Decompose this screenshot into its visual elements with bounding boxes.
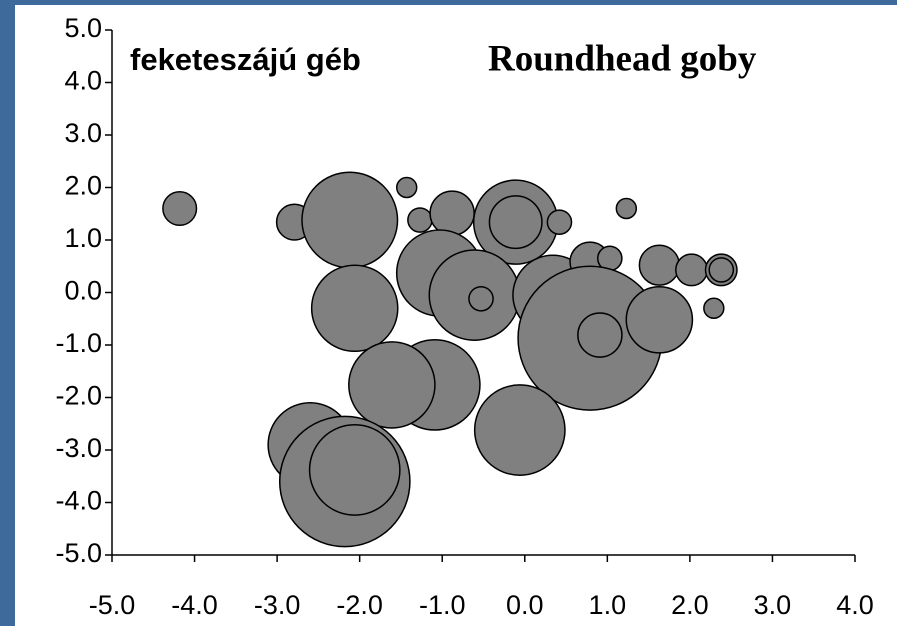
- y-tick-label: 5.0: [64, 13, 102, 43]
- chart-subtitle: Roundhead goby: [488, 38, 757, 79]
- bubble: [162, 190, 198, 227]
- chart-title: feketeszájú géb: [130, 42, 361, 77]
- bubble: [395, 176, 418, 199]
- x-tick-label: -1.0: [419, 590, 466, 620]
- bubble: [625, 285, 694, 354]
- bubble: [577, 312, 623, 358]
- y-tick-label: 0.0: [64, 276, 102, 306]
- x-tick-label: 1.0: [589, 590, 627, 620]
- bubble: [468, 285, 494, 312]
- x-tick-label: -4.0: [171, 590, 218, 620]
- bubble: [301, 171, 399, 269]
- bubble: [310, 264, 399, 353]
- y-tick-label: 3.0: [64, 118, 102, 148]
- x-tick-label: -5.0: [89, 590, 136, 620]
- bubble: [308, 424, 401, 516]
- x-tick-label: 4.0: [836, 590, 874, 620]
- bubble: [348, 341, 436, 429]
- x-tick-label: 0.0: [506, 590, 544, 620]
- y-tick-label: 2.0: [64, 171, 102, 201]
- x-tick-label: 2.0: [671, 590, 709, 620]
- bubble: [488, 195, 543, 250]
- y-tick-label: 4.0: [64, 66, 102, 96]
- y-tick-label: -2.0: [55, 381, 102, 411]
- bubble: [473, 384, 566, 476]
- y-tick-label: -4.0: [55, 486, 102, 516]
- x-tick-label: -2.0: [336, 590, 383, 620]
- bubble: [615, 197, 638, 220]
- y-tick-label: -3.0: [55, 433, 102, 463]
- bubble: [675, 253, 709, 287]
- bubble: [703, 297, 725, 319]
- bubble: [429, 190, 475, 237]
- bubble: [407, 207, 433, 233]
- y-tick-label: 1.0: [64, 223, 102, 253]
- bubble: [708, 257, 735, 283]
- y-tick-label: -1.0: [55, 328, 102, 358]
- bubble: [546, 209, 573, 235]
- x-tick-label: 3.0: [754, 590, 792, 620]
- bubble: [638, 244, 681, 286]
- y-tick-label: -5.0: [55, 538, 102, 568]
- x-tick-label: -3.0: [254, 590, 301, 620]
